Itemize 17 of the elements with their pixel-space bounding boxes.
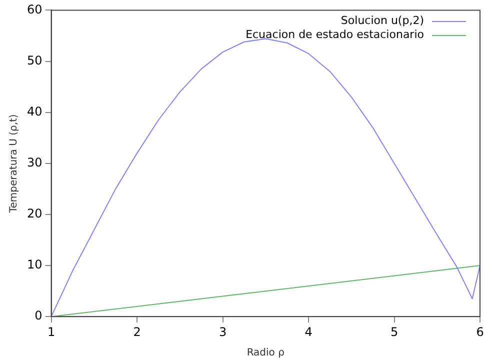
y-tick-label: 60	[26, 2, 42, 16]
x-tick-label: 6	[476, 324, 484, 339]
x-tick-label: 2	[133, 324, 141, 339]
x-tick-label: 4	[304, 324, 312, 339]
y-tick-label: 40	[26, 104, 42, 118]
y-tick-label: 10	[26, 258, 42, 272]
y-axis-title: Temperatura U (ρ,t)	[8, 114, 20, 214]
y-tick-label: 0	[34, 308, 42, 323]
y-tick-label: 30	[26, 156, 42, 170]
legend-label: Solucion u(p,2)	[340, 14, 424, 28]
x-axis-title: Radio ρ	[246, 348, 284, 359]
y-tick-label: 50	[26, 53, 42, 68]
x-tick-label: 5	[390, 324, 398, 339]
y-tick-label: 20	[26, 206, 42, 221]
x-tick-label: 1	[47, 324, 56, 339]
legend-label: Ecuacion de estado estacionario	[246, 28, 424, 42]
x-tick-label: 3	[218, 324, 227, 339]
